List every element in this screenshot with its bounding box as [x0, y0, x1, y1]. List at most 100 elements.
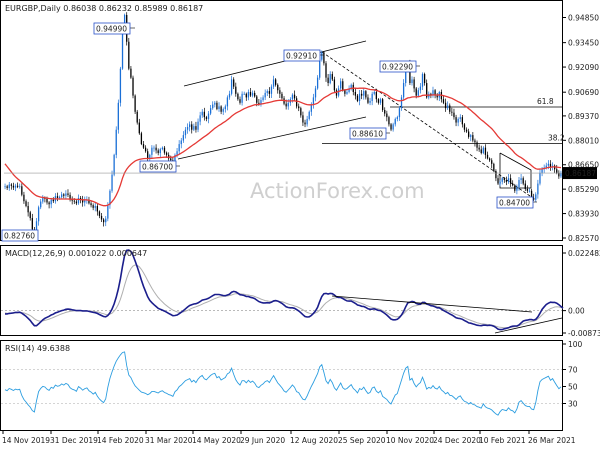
candle-body: [373, 92, 375, 94]
x-tick-label: 14 Feb 2020: [97, 436, 144, 445]
candle-body: [507, 178, 510, 182]
candle-body: [243, 93, 245, 95]
candle-body: [92, 205, 94, 208]
candle-body: [468, 131, 470, 137]
annotation-box: [1, 229, 39, 242]
candle-body: [237, 93, 239, 100]
candle-body: [451, 111, 453, 113]
candle-body: [247, 92, 250, 98]
candle-body: [161, 147, 164, 150]
candle-body: [346, 92, 348, 94]
candle-body: [270, 86, 273, 94]
candle-body: [82, 199, 84, 203]
candle-body: [23, 194, 25, 202]
annotation-box: [139, 160, 177, 173]
x-tick-label: 25 Sep 2020: [338, 436, 386, 445]
candle-body: [12, 185, 15, 188]
candle-body: [147, 151, 149, 159]
candle-body: [310, 104, 312, 112]
candle-body: [505, 180, 508, 182]
candle-body: [228, 93, 231, 98]
candle-body: [293, 94, 296, 99]
candle-body: [329, 74, 331, 84]
x-tick-label: 10 Feb 2021: [479, 436, 526, 445]
candle-body: [29, 212, 31, 219]
candle-body: [411, 79, 413, 84]
macd-y-tick-label: 0.022482: [568, 249, 600, 258]
candle-body: [98, 211, 101, 216]
annotation-box: [283, 49, 321, 62]
candle-body: [409, 63, 411, 84]
candle-body: [189, 124, 191, 128]
candle-body: [482, 147, 484, 154]
candle-body: [138, 122, 140, 134]
candle-body: [405, 68, 407, 84]
candle-body: [463, 124, 466, 130]
candle-body: [163, 147, 166, 153]
candle-body: [325, 63, 327, 78]
x-tick-label: 10 Nov 2020: [386, 436, 434, 445]
candle-body: [251, 92, 254, 96]
candle-body: [186, 127, 189, 130]
candle-body: [203, 111, 205, 118]
candle-body: [100, 215, 103, 220]
candle-body: [84, 200, 86, 203]
candle-body: [58, 197, 61, 198]
candle-body: [262, 97, 264, 101]
annotation-label: 0.84700: [499, 199, 530, 208]
candle-body: [491, 160, 493, 164]
candle-body: [497, 178, 499, 184]
candle-body: [109, 190, 111, 206]
candle-body: [354, 92, 357, 96]
wedge-pattern: [499, 152, 532, 189]
candle-body: [239, 99, 241, 103]
candle-body: [377, 99, 380, 103]
candle-body: [323, 52, 325, 64]
candle-body: [174, 154, 176, 164]
candle-body: [230, 79, 233, 94]
candle-body: [530, 190, 533, 198]
candle-body: [509, 178, 512, 184]
rsi-line: [4, 351, 562, 416]
annotation-box: [379, 60, 417, 73]
candle-body: [48, 202, 50, 205]
candle-body: [419, 86, 422, 91]
candle-body: [16, 185, 19, 187]
candle-body: [488, 158, 491, 161]
candle-body: [402, 83, 405, 98]
candle-body: [8, 184, 10, 189]
candle-body: [524, 183, 526, 189]
candle-body: [493, 163, 495, 172]
candle-body: [191, 124, 193, 130]
candle-body: [302, 115, 304, 123]
candle-body: [132, 77, 134, 96]
price-y-tick-label: 0.93450: [568, 39, 599, 48]
price-y-tick-label: 0.86650: [568, 161, 599, 170]
candle-body: [153, 147, 155, 149]
channel-lower-line: [177, 116, 367, 160]
candle-body: [434, 90, 436, 96]
candle-body: [535, 194, 537, 200]
candle-body: [212, 104, 214, 109]
price-y-tick-label: 0.85290: [568, 185, 599, 194]
candle-body: [216, 102, 218, 110]
candle-body: [472, 135, 474, 141]
candle-body: [375, 92, 377, 100]
candle-body: [516, 187, 518, 191]
candle-body: [27, 206, 29, 213]
candle-body: [319, 59, 321, 78]
price-y-tick-label: 0.94850: [568, 14, 599, 23]
candle-body: [226, 97, 229, 107]
candle-body: [331, 74, 333, 80]
candle-body: [358, 93, 361, 101]
candle-body: [102, 219, 105, 223]
macd-main-line: [5, 249, 564, 331]
candle-body: [499, 181, 501, 184]
x-tick-label: 26 Mar 2021: [528, 436, 576, 445]
candle-body: [149, 154, 151, 159]
rsi-header: RSI(14) 49.6388: [5, 344, 70, 353]
candle-body: [365, 91, 367, 98]
x-tick-label: 12 Aug 2020: [290, 436, 338, 445]
x-tick-label: 31 Dec 2019: [50, 436, 98, 445]
